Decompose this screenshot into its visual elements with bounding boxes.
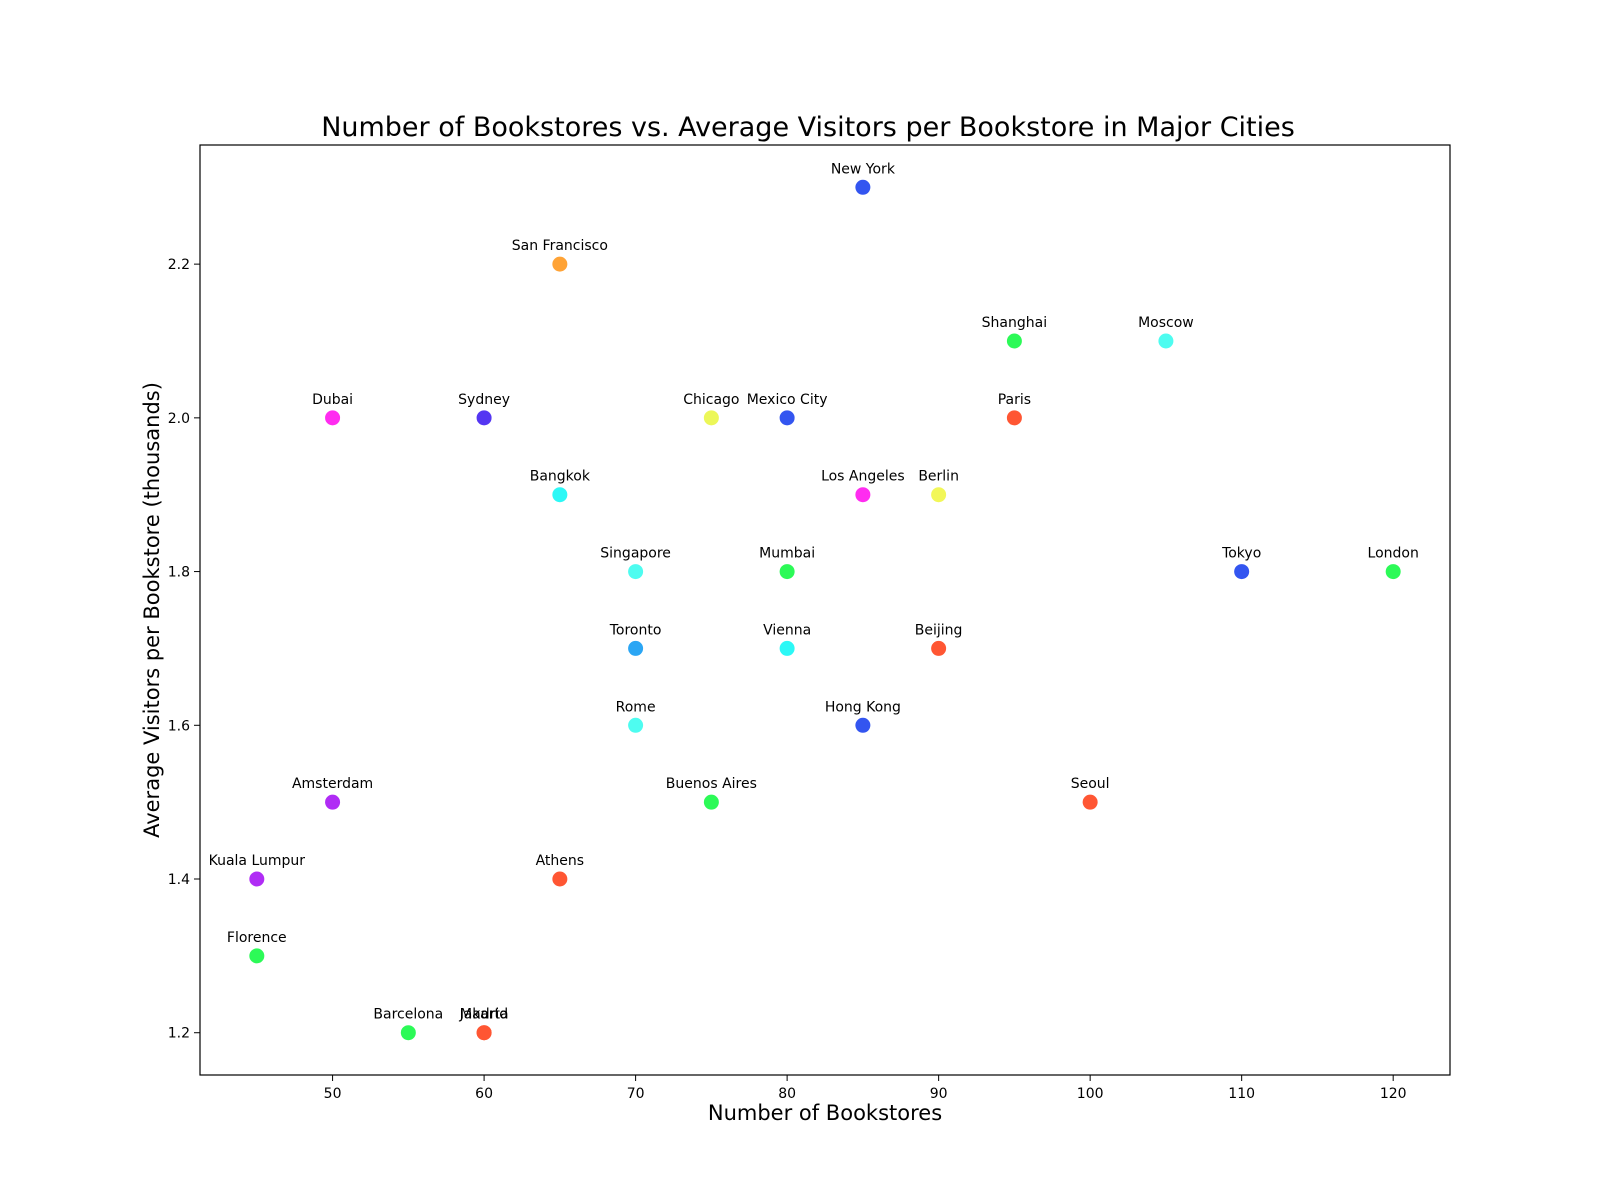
data-point	[552, 871, 568, 887]
data-point	[628, 564, 644, 580]
data-point	[779, 410, 795, 426]
data-point	[1082, 794, 1098, 810]
data-point	[628, 640, 644, 656]
y-axis: 1.2 1.4 1.6 1.8 2.0 2.2	[168, 257, 200, 1042]
data-point	[1234, 564, 1250, 580]
data-point	[931, 487, 947, 503]
data-point-label: Vienna	[763, 622, 811, 638]
data-point-label: Bangkok	[530, 469, 591, 485]
data-point	[552, 487, 568, 503]
x-tick-label: 100	[1077, 1086, 1104, 1102]
data-point	[855, 487, 871, 503]
y-axis-label: Average Visitors per Bookstore (thousand…	[140, 382, 164, 838]
data-point-label: Kuala Lumpur	[209, 853, 306, 869]
data-point-label: Mumbai	[759, 546, 815, 562]
data-point	[779, 564, 795, 580]
y-tick-label: 1.4	[168, 872, 190, 888]
points-layer	[249, 179, 1401, 1041]
x-tick-label: 50	[324, 1086, 342, 1102]
data-point-label: Florence	[227, 930, 287, 946]
y-tick-label: 2.2	[168, 257, 190, 273]
data-point-label: Rome	[616, 699, 656, 715]
data-point-label: Mexico City	[747, 392, 828, 408]
y-tick-label: 1.2	[168, 1026, 190, 1042]
data-point	[476, 410, 492, 426]
data-point	[855, 717, 871, 733]
y-tick-label: 1.8	[168, 565, 190, 581]
data-point-label: Chicago	[683, 392, 739, 408]
data-point-label: Berlin	[918, 469, 959, 485]
y-tick-label: 1.6	[168, 718, 190, 734]
data-point	[476, 1025, 492, 1041]
data-point-label: Madrid	[460, 1007, 508, 1023]
data-point-label: Hong Kong	[825, 699, 901, 715]
data-point-label: Dubai	[312, 392, 353, 408]
data-point-label: Beijing	[915, 622, 963, 638]
data-point	[931, 640, 947, 656]
data-point-label: Paris	[998, 392, 1031, 408]
data-point	[1158, 333, 1174, 349]
data-point	[628, 717, 644, 733]
data-point-label: New York	[831, 161, 896, 177]
data-point	[1006, 410, 1022, 426]
data-point-label: Tokyo	[1221, 546, 1261, 562]
data-point-label: Buenos Aires	[666, 776, 757, 792]
data-point-label: Moscow	[1138, 315, 1194, 331]
x-tick-label: 70	[627, 1086, 645, 1102]
x-tick-label: 110	[1228, 1086, 1255, 1102]
y-tick-label: 2.0	[168, 411, 190, 427]
data-point	[1006, 333, 1022, 349]
data-point-label: Athens	[536, 853, 584, 869]
data-point	[703, 794, 719, 810]
data-point-label: Toronto	[609, 622, 662, 638]
data-point	[325, 794, 341, 810]
data-point	[779, 640, 795, 656]
data-point	[855, 179, 871, 195]
plot-area-frame	[199, 144, 1451, 1076]
data-point-label: Los Angeles	[821, 469, 905, 485]
data-point-label: Barcelona	[373, 1007, 443, 1023]
x-axis: 50 60 70 80 90 100 110 120	[324, 1075, 1407, 1102]
data-point-label: Seoul	[1071, 776, 1110, 792]
data-point-label: Amsterdam	[292, 776, 373, 792]
labels-layer: New York San Francisco Shanghai Moscow Dubai…	[209, 161, 1419, 1022]
data-point-label: Jakarta	[459, 1007, 509, 1023]
x-tick-label: 60	[475, 1086, 493, 1102]
x-axis-label: Number of Bookstores	[708, 1101, 942, 1125]
data-point-label: San Francisco	[512, 238, 608, 254]
data-point	[703, 410, 719, 426]
data-point-label: Sydney	[458, 392, 510, 408]
data-point	[249, 948, 265, 964]
data-point	[325, 410, 341, 426]
x-tick-label: 80	[778, 1086, 796, 1102]
data-point	[1385, 564, 1401, 580]
data-point-label: Singapore	[600, 546, 671, 562]
data-point-label: Shanghai	[982, 315, 1047, 331]
data-point	[249, 871, 265, 887]
chart-title: Number of Bookstores vs. Average Visitor…	[321, 112, 1295, 143]
x-tick-label: 120	[1380, 1086, 1407, 1102]
x-tick-label: 90	[930, 1086, 948, 1102]
data-point	[552, 256, 568, 272]
data-point-label: London	[1368, 546, 1419, 562]
data-point	[400, 1025, 416, 1041]
